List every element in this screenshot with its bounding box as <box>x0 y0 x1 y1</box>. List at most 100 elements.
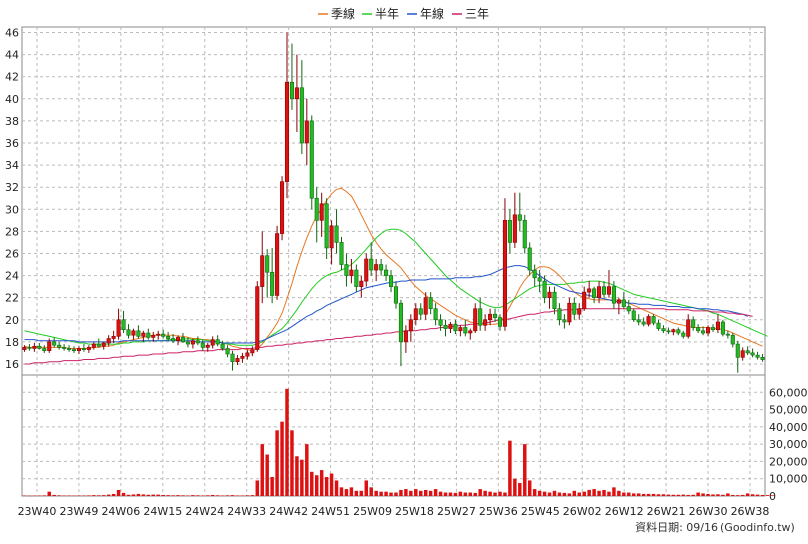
volume-bar <box>523 444 527 496</box>
candle-body <box>230 353 235 363</box>
price-tick-label: 24 <box>5 270 19 283</box>
candle-body <box>547 291 552 298</box>
candle <box>750 348 755 358</box>
candle <box>755 351 760 360</box>
candle-body <box>76 348 81 351</box>
moving-average-lines <box>24 187 768 365</box>
candle <box>309 115 314 210</box>
candle-body <box>200 342 205 348</box>
candle <box>349 259 354 284</box>
candle <box>329 220 334 265</box>
candle-body <box>141 332 146 337</box>
volume-bar <box>443 492 448 496</box>
candle <box>47 338 52 353</box>
data-date-label: 資料日期: 09/16 <box>635 520 718 534</box>
candle-body <box>245 352 250 357</box>
candle-body <box>294 87 299 100</box>
volume-bar <box>32 495 37 497</box>
candle-body <box>715 321 720 331</box>
candle <box>156 330 161 340</box>
volume-bar <box>765 495 770 496</box>
volume-bar <box>92 495 96 496</box>
candle <box>715 314 720 334</box>
price-tick-label: 42 <box>5 71 19 84</box>
candle <box>666 327 671 335</box>
volume-bar <box>518 483 522 496</box>
volume-bar <box>651 493 656 496</box>
volume-tick-label: 60,000 <box>769 386 808 399</box>
volume-bar <box>458 491 463 496</box>
candle-body <box>587 288 592 293</box>
candle <box>86 345 91 353</box>
ma-line-年線 <box>24 265 748 344</box>
volume-bar <box>552 490 557 496</box>
candle-body <box>611 286 616 304</box>
candle-body <box>146 332 151 338</box>
candle-body <box>354 269 359 287</box>
candle <box>67 345 72 352</box>
candle <box>141 330 146 342</box>
candle <box>111 330 116 343</box>
volume-bar <box>409 490 413 496</box>
candle-body <box>626 306 631 312</box>
legend: 季線 半年 年線 三年 <box>318 6 489 21</box>
volume-bar <box>206 495 210 496</box>
candle-body <box>483 319 488 326</box>
candle-body <box>488 313 493 321</box>
candle-body <box>413 308 418 321</box>
candle-body <box>423 297 428 315</box>
candle-body <box>86 347 91 350</box>
candle <box>240 352 245 363</box>
candle <box>497 314 503 331</box>
x-tick-label: 26W30 <box>689 505 728 518</box>
candle-body <box>730 334 735 345</box>
candle <box>443 319 448 337</box>
candle-body <box>215 339 220 345</box>
candle-body <box>270 271 275 296</box>
candle-body <box>641 321 646 325</box>
candle <box>180 333 186 343</box>
volume-bar <box>646 493 651 496</box>
candle <box>245 349 250 360</box>
volume-bar <box>597 490 601 496</box>
candle-body <box>458 327 463 332</box>
candle-body <box>62 347 67 349</box>
candle <box>131 328 136 340</box>
price-tick-label: 22 <box>5 292 19 305</box>
volume-bar <box>438 491 443 496</box>
candle-body <box>101 342 106 347</box>
volume-bar <box>22 495 27 496</box>
candle-body <box>106 338 111 344</box>
candle <box>661 325 666 334</box>
x-tick-label: 26W02 <box>563 505 602 518</box>
candle <box>200 339 205 351</box>
candle-body <box>398 302 403 343</box>
candle <box>458 325 463 337</box>
x-tick-label: 25W09 <box>353 505 392 518</box>
volume-panel-frame <box>21 374 766 497</box>
x-tick-label: 24W15 <box>143 505 182 518</box>
candle <box>185 337 190 348</box>
candle-body <box>676 329 681 334</box>
candle <box>517 192 522 232</box>
candle-body <box>616 299 621 304</box>
volume-bar <box>701 493 705 496</box>
candle <box>126 324 131 339</box>
volume-bar <box>334 480 339 496</box>
candle <box>636 314 641 326</box>
candle <box>696 324 701 334</box>
volume-bar <box>641 493 646 496</box>
candle-body <box>710 327 716 331</box>
volume-bar <box>721 494 725 496</box>
candle <box>374 259 379 282</box>
candle-body <box>666 330 671 333</box>
candle <box>230 350 235 371</box>
candle <box>369 242 374 276</box>
candle-body <box>720 321 725 335</box>
candle-body <box>418 308 423 315</box>
candle-body <box>448 323 453 329</box>
volume-bar <box>736 495 740 496</box>
candle-body <box>740 350 745 358</box>
x-tick-label: 25W36 <box>479 505 518 518</box>
